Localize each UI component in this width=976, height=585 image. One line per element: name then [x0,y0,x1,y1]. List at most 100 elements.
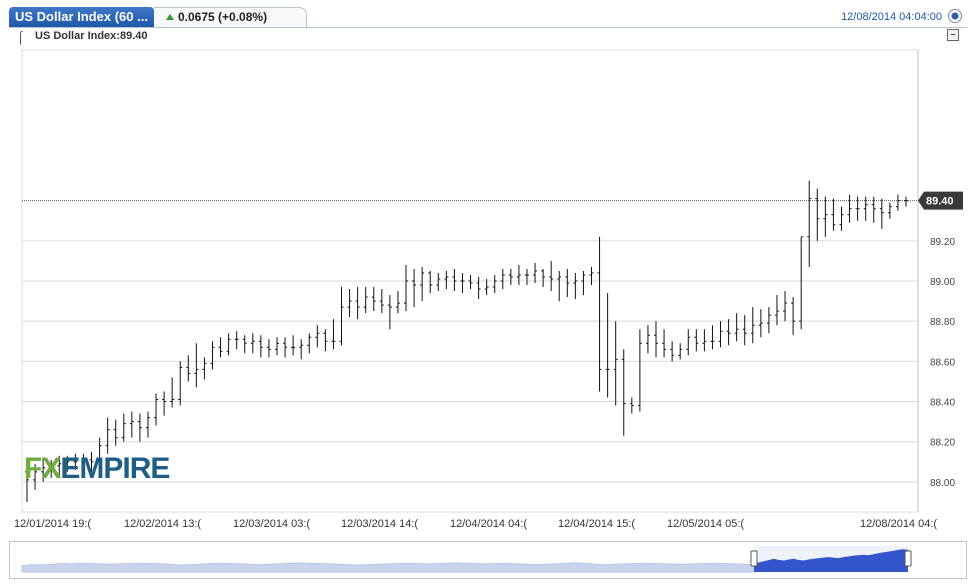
tab-info-strip [154,7,307,28]
x-tick-label: 12/01/2014 19:( [14,518,91,530]
ohlc-bar [323,329,328,352]
ohlc-bar [823,196,828,237]
ohlc-series-icon: ⌠ [17,30,25,44]
ohlc-bar [581,270,586,296]
ohlc-bar [702,329,707,352]
ohlc-bar [218,337,223,358]
radio-toggle-icon[interactable] [948,9,962,23]
x-tick-label: 12/02/2014 13:( [124,518,201,530]
ohlc-bar [799,236,804,330]
chart-title-tab[interactable]: US Dollar Index (60 ... [9,7,154,27]
price-chart[interactable]: 88.00 88.20 88.40 88.60 88.80 89.00 89.20 12/0… [0,0,976,540]
x-tick-label: 12/04/2014 04:( [450,518,527,530]
ohlc-bar [597,236,602,392]
ohlc-bar [355,287,360,320]
ohlc-bar [750,307,755,344]
svg-text:FXEMPIRE: FXEMPIRE [24,452,169,485]
ohlc-bar [791,297,796,336]
ohlc-bar [113,419,118,446]
ohlc-bar [387,295,392,330]
ohlc-bar [734,313,739,342]
navigator-active-area [754,549,908,572]
ohlc-bar [839,206,844,231]
ohlc-bar [299,339,304,360]
ohlc-bar [41,457,46,482]
ohlc-bar [541,268,546,288]
ohlc-bar [904,196,908,207]
ohlc-bar [154,393,159,426]
ohlc-bar [226,333,231,356]
y-tick-label: 88.60 [930,357,955,368]
ohlc-bar [694,329,699,352]
ohlc-bar [855,196,860,221]
y-axis: 88.00 88.20 88.40 88.60 88.80 89.00 89.20 [917,50,955,512]
ohlc-bar [774,295,779,326]
ohlc-bar [807,180,812,267]
ohlc-bar [678,343,683,360]
ohlc-bar [347,289,352,318]
ohlc-bar [629,397,634,414]
header-divider [9,27,967,28]
up-arrow-icon [166,14,174,20]
x-axis: 12/01/2014 19:( 12/02/2014 13:( 12/03/2014… [14,518,937,530]
ohlc-bar [444,270,449,290]
ohlc-bar [404,264,409,312]
ohlc-bar [194,343,199,388]
ohlc-bar [476,276,481,300]
y-tick-label: 89.20 [930,237,955,248]
y-tick-label: 88.40 [930,398,955,409]
ohlc-bar [557,270,562,302]
ohlc-bar [379,289,384,314]
ohlc-bar [686,329,691,356]
ohlc-bar [565,268,570,298]
ohlc-bar [395,291,400,314]
ohlc-bar [847,194,852,223]
ohlc-bar [129,411,134,438]
ohlc-bar [202,357,207,380]
ohlc-bar [89,451,94,472]
ohlc-bar [710,325,715,350]
last-price-tag: 89.40 [918,191,963,210]
ohlc-bar [371,287,376,312]
ohlc-bar [524,268,529,286]
ohlc-bar [871,196,876,223]
ohlc-bar [274,337,279,356]
ohlc-bar [500,268,505,290]
ohlc-bar [726,319,731,346]
ohlc-bar [105,417,110,454]
navigator-panel[interactable] [9,541,967,579]
minimize-button[interactable]: – [947,29,959,41]
ohlc-bar [783,291,788,322]
navigator-right-handle [904,550,912,567]
ohlc-bar [662,329,667,358]
ohlc-bar [621,349,626,436]
ohlc-bar [895,194,900,211]
price-change: 0.0675 (+0.08%) [166,10,267,24]
ohlc-bar [815,188,820,241]
last-update-datetime: 12/08/2014 04:04:00 [841,11,942,23]
x-tick-label: 12/03/2014 03:( [233,518,310,530]
navigator-chart [21,546,912,573]
price-tag-label: 89.40 [926,196,954,208]
ohlc-bar [831,198,836,231]
ohlc-bars [25,180,908,502]
y-tick-label: 88.00 [930,478,955,489]
ohlc-bar [742,315,747,346]
ohlc-bar [492,274,497,294]
ohlc-bar [170,377,175,408]
ohlc-bar [33,463,38,490]
ohlc-bar [57,455,62,476]
ohlc-bar [484,278,489,296]
ohlc-bar [283,337,288,358]
series-legend: US Dollar Index:89.40 [35,30,148,42]
ohlc-bar [307,333,312,354]
ohlc-bar [758,309,763,338]
ohlc-bar [162,391,167,416]
ohlc-bar [25,461,29,502]
ohlc-bar [533,262,538,284]
ohlc-bar [81,453,86,468]
ohlc-bar [436,272,441,292]
ohlc-bar [363,287,368,314]
x-tick-label: 12/03/2014 14:( [341,518,418,530]
ohlc-bar [516,264,521,286]
